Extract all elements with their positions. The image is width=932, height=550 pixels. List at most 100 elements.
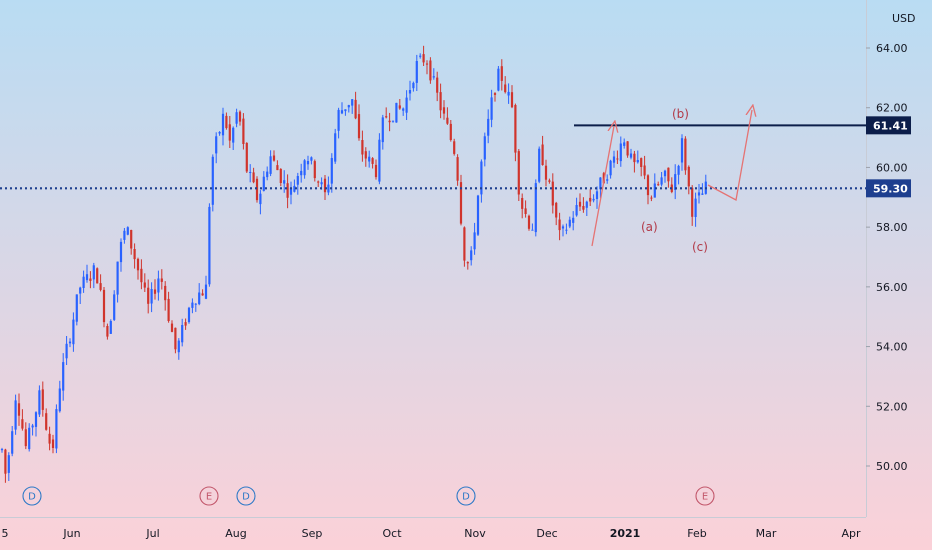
candle xyxy=(565,223,568,235)
candle xyxy=(657,181,660,186)
candle xyxy=(28,423,31,452)
currency-label: USD xyxy=(892,12,916,25)
event-marker-letter: D xyxy=(242,492,250,503)
candle-body xyxy=(198,292,201,305)
candle-body xyxy=(34,412,38,427)
x-tick-label: Apr xyxy=(841,527,861,540)
candle xyxy=(446,107,449,125)
candle xyxy=(198,283,201,306)
wave-arrow-up xyxy=(591,126,614,247)
event-marker[interactable]: E xyxy=(695,486,715,506)
candle xyxy=(510,85,514,109)
candle-body xyxy=(599,177,602,190)
candle xyxy=(589,189,592,206)
y-tick-label: 50.00 xyxy=(876,460,908,473)
candle xyxy=(415,54,418,91)
candle-body xyxy=(432,76,435,78)
y-tick-label: 54.00 xyxy=(876,341,908,354)
candle-body xyxy=(242,118,245,144)
candle-body xyxy=(283,180,286,184)
candle-body xyxy=(493,93,497,95)
candle xyxy=(606,174,609,184)
candle-body xyxy=(531,229,534,231)
event-marker[interactable]: D xyxy=(456,486,476,506)
y-axis[interactable]: USD 64.00 62.00 60.00 58.00 56.00 54.00 52.00 50… xyxy=(866,0,916,517)
x-axis[interactable]: 5 Jun Jul Aug Sep Oct Nov Dec 2021 Feb Mar Apr xyxy=(0,517,866,541)
candle xyxy=(181,318,184,347)
event-marker-letter: E xyxy=(702,492,708,503)
candle xyxy=(235,108,238,128)
candle-body xyxy=(130,230,133,249)
candle xyxy=(340,102,344,115)
candle-body xyxy=(633,153,636,163)
candle xyxy=(483,132,486,167)
candle xyxy=(24,422,27,450)
candle-body xyxy=(453,141,456,154)
candle-body xyxy=(507,91,510,96)
candle xyxy=(228,116,231,148)
candle-body xyxy=(585,201,588,208)
candle-body xyxy=(252,172,255,183)
candle xyxy=(381,114,384,150)
candle xyxy=(211,154,214,212)
candle-body xyxy=(578,201,582,207)
candle-body xyxy=(606,179,609,181)
candle xyxy=(252,167,255,184)
candle-body xyxy=(330,158,333,184)
candle xyxy=(249,164,252,183)
event-marker[interactable]: D xyxy=(236,486,256,506)
candle xyxy=(364,147,367,167)
candle xyxy=(419,53,422,59)
event-marker[interactable]: D xyxy=(22,486,42,506)
candle xyxy=(453,138,456,156)
candle xyxy=(517,149,520,201)
candle-body xyxy=(626,141,629,156)
candle-body xyxy=(500,66,503,81)
candle-body xyxy=(395,102,398,123)
candle-body xyxy=(174,327,177,350)
candle xyxy=(153,279,157,300)
candle xyxy=(558,212,561,241)
candle-body xyxy=(429,60,432,81)
candle-body xyxy=(575,205,578,216)
candle xyxy=(75,294,78,326)
candle-body xyxy=(113,294,116,320)
candle-body xyxy=(327,184,330,193)
y-tick-label: 58.00 xyxy=(876,221,908,234)
candle xyxy=(650,195,653,202)
candle-body xyxy=(364,151,367,159)
candle xyxy=(334,128,337,164)
candle-body xyxy=(650,197,653,199)
resistance-price-tag xyxy=(866,116,911,135)
candle-body xyxy=(470,250,473,261)
candle-body xyxy=(272,155,276,161)
candle xyxy=(680,134,684,171)
candle xyxy=(378,133,381,185)
candle-body xyxy=(62,362,65,391)
candle-body xyxy=(565,229,568,231)
candle xyxy=(544,159,548,187)
candle xyxy=(640,157,643,177)
candle-body xyxy=(300,170,303,176)
candle xyxy=(170,320,174,333)
candle-body xyxy=(187,307,191,323)
candle-body xyxy=(660,177,663,185)
candle-body xyxy=(422,54,425,63)
candle xyxy=(177,338,180,360)
x-tick-label: Feb xyxy=(687,527,706,540)
candle-body xyxy=(619,143,622,162)
candle-body xyxy=(653,183,656,198)
candle xyxy=(674,164,677,200)
candle xyxy=(38,385,41,417)
candle xyxy=(578,193,582,211)
candle-body xyxy=(140,268,143,283)
candle-body xyxy=(92,265,95,280)
candle-body xyxy=(0,449,4,451)
candle-body xyxy=(538,148,541,182)
candle-body xyxy=(306,161,310,165)
event-marker[interactable]: E xyxy=(199,486,219,506)
candle xyxy=(11,426,14,457)
candle xyxy=(568,216,571,229)
candle xyxy=(133,243,136,269)
